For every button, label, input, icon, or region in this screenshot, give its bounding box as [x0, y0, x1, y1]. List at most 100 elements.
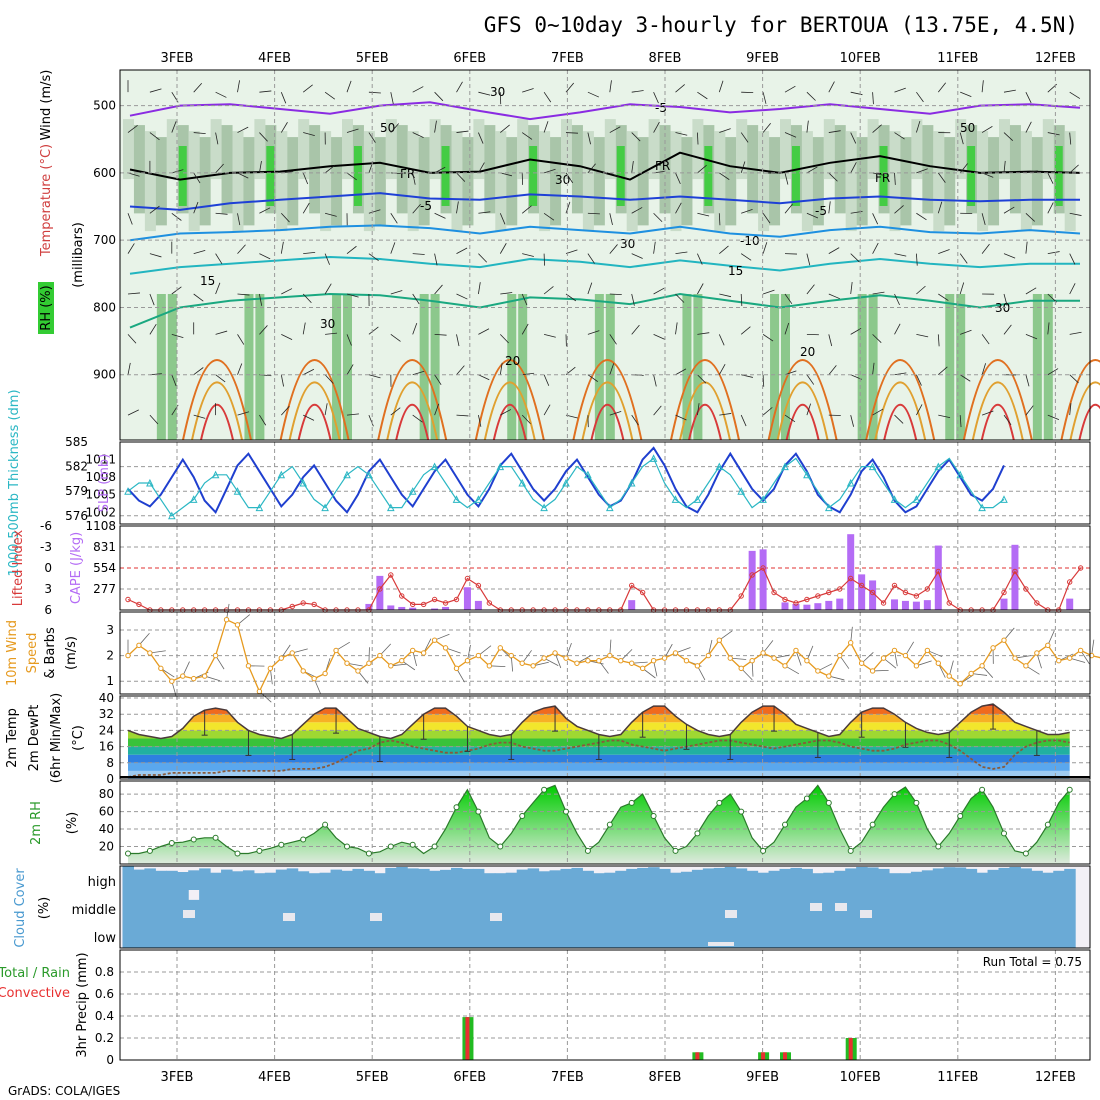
wind-barb: [237, 213, 241, 226]
wind-barb: [1003, 160, 1006, 173]
wind-barb: [565, 132, 579, 134]
contour-label: 15: [200, 274, 215, 288]
cloud-bar-middle: [1042, 890, 1054, 916]
thickness-marker: [452, 495, 461, 503]
cloud-bar-middle: [341, 890, 353, 916]
wind-marker: [913, 663, 920, 669]
wind-marker: [245, 663, 252, 669]
cloud-bar-high: [998, 867, 1010, 890]
wind-barb: [215, 282, 221, 295]
cloud-bar-high: [626, 868, 638, 890]
wind-barb: [828, 81, 835, 93]
cloud-gap: [708, 942, 734, 946]
wind-barb: [850, 282, 853, 295]
wind-marker: [672, 650, 679, 656]
li-marker: [946, 600, 952, 606]
wind-barb: [697, 332, 710, 335]
ylabel-temperature: Temperature (°C): [39, 144, 54, 257]
wind-barb: [521, 132, 533, 140]
wind-barb: [631, 90, 644, 93]
cloud-bar-low: [1020, 916, 1032, 948]
wind-barb: [434, 253, 438, 266]
wind-barb: [390, 242, 396, 254]
wind-barb: [412, 322, 418, 335]
wind-barb: [981, 410, 994, 416]
li-marker: [125, 596, 131, 603]
cloud-bar-middle: [440, 890, 452, 916]
rh-shade: [539, 131, 551, 232]
wind-barb: [916, 168, 928, 174]
rh-marker: [300, 836, 307, 843]
wind-barb: [1003, 293, 1008, 306]
rh-moist-core: [1054, 146, 1063, 206]
cloud-bar-low: [549, 916, 562, 948]
ylabel-wind-speed: Speed: [25, 633, 40, 674]
wind-marker: [366, 660, 372, 666]
cloud-bar-high: [582, 870, 594, 890]
isotherm-warm-dome: [288, 381, 341, 441]
rh-column: [605, 294, 615, 440]
cloud-bar-low: [823, 916, 835, 948]
wind-barb: [916, 333, 929, 338]
wind-barb: [324, 283, 332, 295]
rh-marker: [365, 850, 372, 857]
wind-barb: [981, 172, 994, 178]
wind-marker: [618, 657, 624, 664]
ylabel-wind10m: 10m Wind: [5, 620, 20, 686]
cape-bar: [1000, 598, 1008, 610]
thickness-marker: [321, 503, 329, 512]
cloud-bar-middle: [845, 890, 857, 916]
wind-barb: [412, 172, 416, 185]
cape-bar: [1066, 598, 1074, 610]
wind-barb: [434, 120, 437, 133]
wind-barb: [346, 413, 359, 416]
isotherm-warm-dome: [670, 359, 740, 441]
li-marker: [793, 600, 799, 606]
cloud-bar-middle: [188, 899, 200, 916]
cloud-bar-middle: [1009, 890, 1021, 916]
wind-barb: [302, 202, 310, 214]
wind-barb: [565, 201, 571, 214]
cloud-bar-high: [987, 869, 1000, 890]
thickness-marker: [803, 470, 811, 479]
rh-shade: [298, 119, 310, 180]
panel-frame: [119, 780, 1091, 865]
contour-label: -5: [420, 199, 432, 213]
wind-barb: [127, 125, 138, 133]
wind-barb: [521, 293, 528, 306]
wind-barb: [193, 132, 206, 134]
wind-barb: [346, 245, 357, 254]
li-tick: 6: [44, 603, 52, 617]
rh-column: [167, 294, 177, 440]
wind-barb: [916, 91, 924, 103]
rh-marker: [541, 786, 548, 793]
rh-marker: [322, 821, 329, 828]
wind-barb: [719, 128, 731, 133]
rh-column: [1032, 294, 1042, 440]
rh-column: [332, 294, 342, 440]
wind-barb: [1025, 241, 1028, 254]
rh-shade: [451, 131, 463, 232]
cloud-bar-low: [899, 916, 912, 948]
thickness-marker: [233, 487, 242, 495]
wind-barb: [1047, 202, 1054, 214]
wind-marker: [508, 652, 514, 659]
rh-column: [1043, 294, 1053, 440]
wind-barb: [872, 408, 884, 416]
wind-barb: [587, 374, 598, 382]
wind-barb: [1025, 287, 1037, 295]
panel-frame: [119, 865, 1091, 949]
wind-barb: [697, 253, 703, 265]
precip-convective-bar: [465, 1017, 470, 1060]
thickness-marker: [978, 503, 986, 512]
cloud-bar-high: [330, 869, 343, 890]
cloud-bar-middle: [615, 890, 627, 916]
cloud-bar-middle: [133, 890, 145, 916]
wind-barb: [828, 130, 841, 133]
cloud-level-label: middle: [72, 903, 116, 918]
wind-barb: [587, 91, 600, 98]
contour-label: 15: [728, 264, 743, 278]
cloud-bar-low: [670, 916, 682, 948]
wind-marker: [1056, 657, 1062, 664]
